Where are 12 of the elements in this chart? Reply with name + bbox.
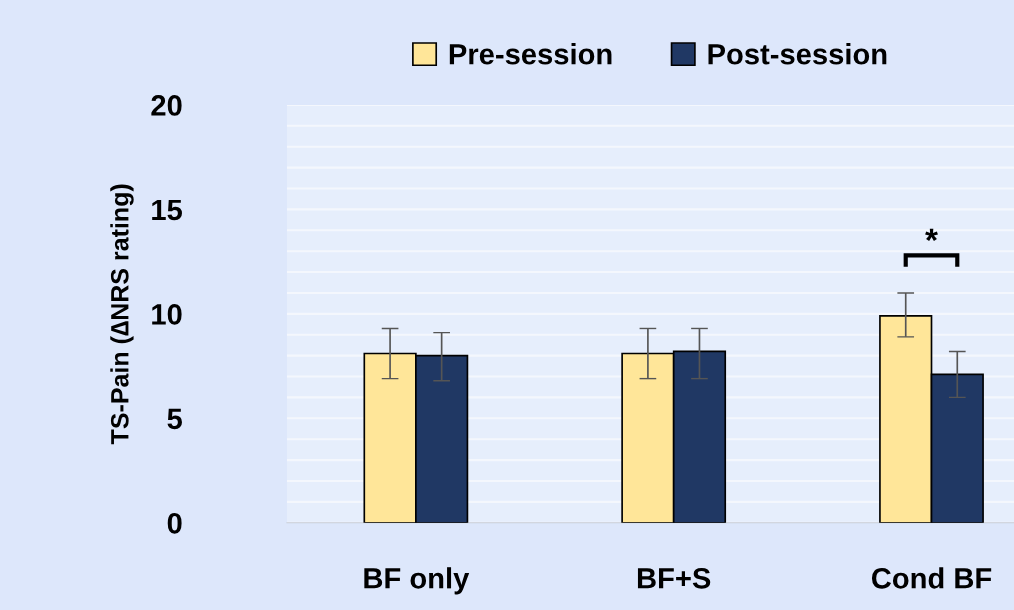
x-tick-label: BF only <box>364 567 470 595</box>
legend-label: Pre-session <box>449 43 612 65</box>
y-tick-label: 0 <box>167 512 182 534</box>
annotation: * <box>925 228 938 242</box>
x-tick-label: BF+S <box>637 567 711 589</box>
y-tick-label: 10 <box>152 304 182 325</box>
legend-label: Post-session <box>708 43 887 65</box>
y-tick-label: 5 <box>167 408 182 430</box>
x-tick-label: Cond BF <box>871 567 992 589</box>
y-tick-label: 15 <box>152 199 182 221</box>
y-tick-label: 20 <box>151 95 182 116</box>
y-axis-title: TS-Pain (∆NRS rating) <box>110 184 134 445</box>
